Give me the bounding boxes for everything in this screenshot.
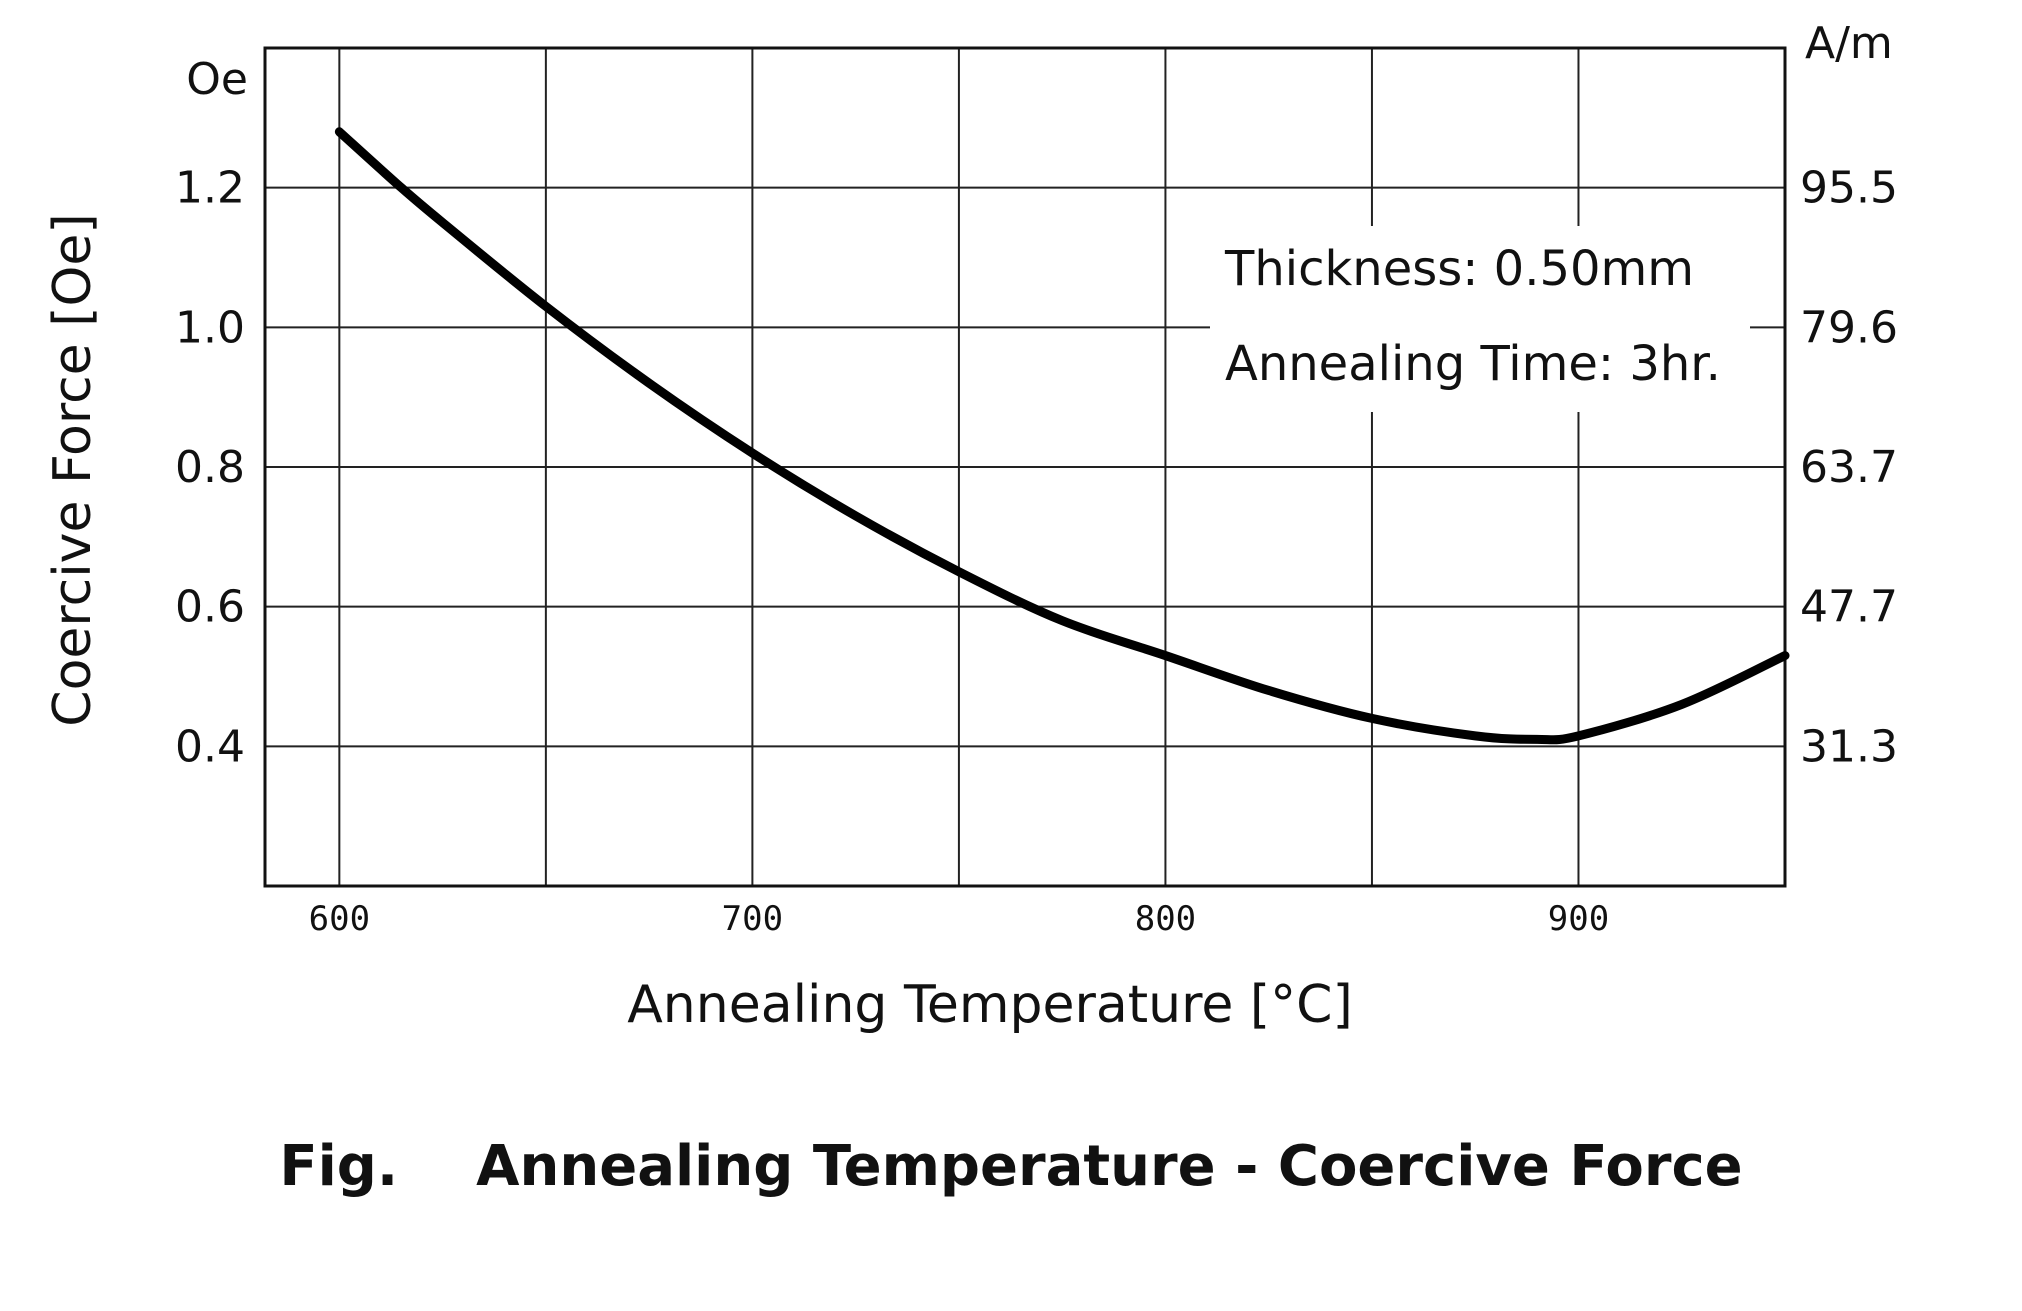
annotation-thickness: Thickness: 0.50mm: [1224, 241, 1694, 297]
x-tick-label: 700: [722, 899, 783, 939]
y-tick-label-left: 0.8: [175, 442, 245, 493]
y-tick-label-left: 0.4: [175, 721, 245, 772]
x-tick-label: 800: [1135, 899, 1196, 939]
y-axis-title: Coercive Force [Oe]: [43, 213, 103, 726]
y-tick-label-right: 79.6: [1800, 302, 1898, 353]
y-tick-label-left: 1.2: [175, 163, 245, 214]
x-axis-title: Annealing Temperature [°C]: [627, 975, 1353, 1035]
series-line: [334, 127, 1790, 745]
figure-caption: Fig. Annealing Temperature - Coercive Fo…: [279, 1134, 1742, 1199]
y-tick-label-left: 1.0: [175, 302, 245, 353]
y-tick-label-right: 47.7: [1800, 582, 1898, 633]
ticks-layer: 600 700 800 900 0.4 31.3 0.6 47.7 0.8 63.7 1.0 79.6…: [175, 163, 1898, 939]
x-tick-label: 900: [1548, 899, 1609, 939]
x-tick-label: 600: [309, 899, 370, 939]
annotation-time: Annealing Time: 3hr.: [1225, 336, 1721, 392]
y-tick-label-right: 31.3: [1800, 721, 1898, 772]
y-tick-label-right: 63.7: [1800, 442, 1898, 493]
plot-frame: [263, 46, 1787, 888]
y-tick-label-right: 95.5: [1800, 163, 1898, 214]
annotation-box: [1210, 226, 1750, 412]
grid-layer: [265, 48, 1785, 886]
y-tick-label-left: 0.6: [175, 582, 245, 633]
y-unit-left: Oe: [186, 54, 248, 105]
y-unit-right: A/m: [1805, 18, 1893, 69]
